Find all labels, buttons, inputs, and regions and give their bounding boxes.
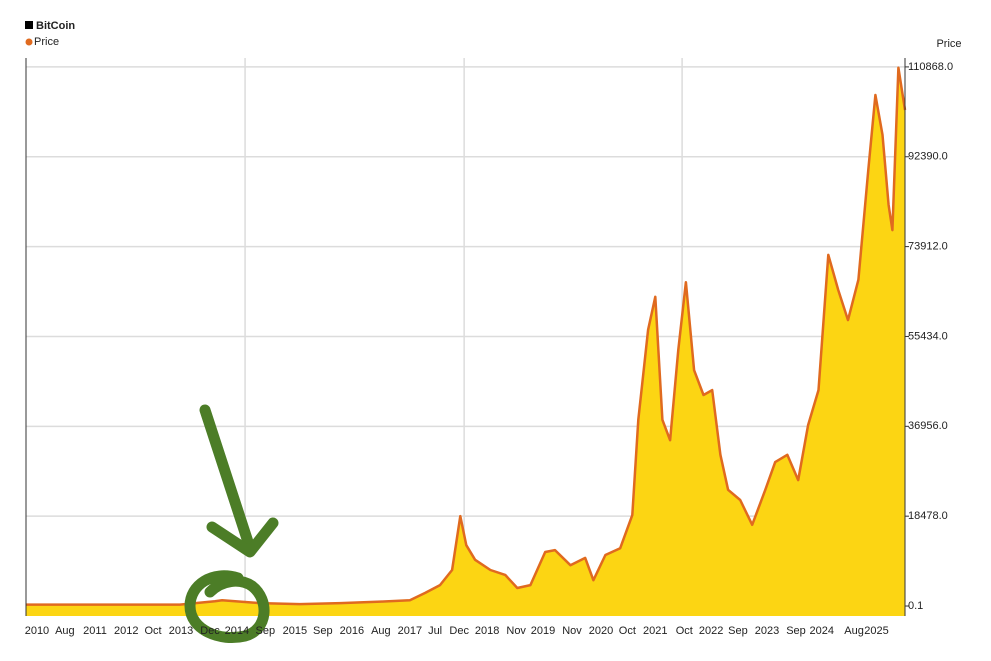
y-axis-title: Price — [936, 38, 961, 50]
x-tick-label: 2022 — [699, 625, 723, 637]
y-tick-label: 110868.0 — [908, 61, 953, 73]
y-tick-label: 73912.0 — [908, 241, 948, 253]
legend-label: Price — [34, 36, 59, 48]
x-tick-label: 2012 — [114, 625, 138, 637]
x-tick-label: Sep — [786, 625, 806, 637]
x-tick-label: 2024 — [810, 625, 834, 637]
x-tick-label: 2018 — [475, 625, 499, 637]
x-tick-label: Aug — [371, 625, 391, 637]
y-tick-label: 36956.0 — [908, 420, 948, 432]
y-tick-label: 92390.0 — [908, 151, 948, 163]
area-fill — [26, 67, 905, 616]
annotation-circle — [184, 570, 270, 643]
price-line — [26, 66, 907, 606]
legend-swatch — [25, 38, 33, 46]
chart-title: BitCoin — [36, 20, 75, 32]
y-tick-label: 55434.0 — [908, 330, 948, 342]
x-tick-label: 2020 — [589, 625, 613, 637]
x-tick-label: Oct — [619, 625, 636, 637]
x-tick-label: Sep — [313, 625, 333, 637]
x-tick-label: Nov — [562, 625, 582, 637]
legend-title-swatch — [25, 21, 33, 29]
x-tick-label: 2023 — [755, 625, 779, 637]
annotation — [184, 404, 279, 643]
x-tick-label: Dec — [449, 625, 469, 637]
x-tick-label: 2016 — [340, 625, 364, 637]
x-tick-label: 2017 — [398, 625, 422, 637]
x-tick-label: Aug — [55, 625, 75, 637]
x-tick-label: 2010 — [25, 625, 49, 637]
x-tick-label: 2014 — [225, 625, 249, 637]
x-tick-label: 2025 — [864, 625, 888, 637]
x-tick-label: Jul — [428, 625, 442, 637]
x-tick-label: Nov — [506, 625, 526, 637]
x-tick-label: 2019 — [531, 625, 555, 637]
x-tick-label: 2013 — [169, 625, 193, 637]
annotation-arrow-shaft — [199, 404, 256, 554]
x-tick-label: 2011 — [83, 625, 107, 637]
x-tick-label: Aug — [844, 625, 864, 637]
x-tick-label: 2021 — [643, 625, 667, 637]
x-tick-label: 2015 — [283, 625, 307, 637]
x-tick-label: Dec — [200, 625, 220, 637]
x-tick-label: Oct — [676, 625, 693, 637]
x-tick-label: Sep — [728, 625, 748, 637]
annotation-arrow-head — [206, 517, 279, 558]
plot-data — [26, 66, 907, 616]
x-tick-label: Sep — [256, 625, 276, 637]
y-tick-label: 0.1 — [908, 600, 923, 612]
x-tick-label: Oct — [144, 625, 161, 637]
y-tick-label: 18478.0 — [908, 510, 948, 522]
